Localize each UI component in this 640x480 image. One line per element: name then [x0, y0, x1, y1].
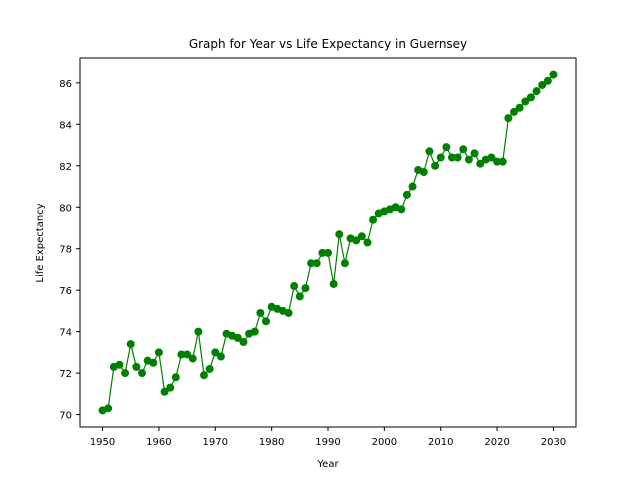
data-point [510, 107, 518, 116]
data-point [408, 182, 417, 191]
data-point [329, 279, 338, 288]
data-point [115, 360, 124, 369]
data-point [515, 103, 524, 112]
x-tick-label: 2010 [428, 437, 453, 448]
data-point [476, 159, 485, 168]
data-point [171, 373, 180, 382]
data-point [104, 404, 113, 413]
data-point [166, 383, 175, 392]
data-point [357, 232, 366, 241]
data-point [369, 215, 378, 224]
y-tick-label: 80 [59, 203, 72, 214]
x-tick-label: 1990 [315, 437, 340, 448]
data-point [402, 190, 411, 199]
y-tick-label: 82 [59, 162, 72, 173]
data-point [126, 340, 135, 349]
data-point [470, 149, 479, 158]
data-point [188, 354, 197, 363]
data-point [521, 97, 530, 106]
data-point [121, 369, 130, 378]
data-point [453, 153, 462, 162]
data-point [154, 348, 163, 357]
data-point [340, 259, 349, 268]
data-point [442, 143, 451, 152]
y-tick-label: 84 [59, 120, 72, 131]
data-point [132, 362, 141, 371]
x-tick-label: 1970 [203, 437, 228, 448]
y-tick-label: 72 [59, 369, 72, 380]
data-point [487, 153, 496, 162]
data-point [397, 205, 406, 214]
data-point [262, 317, 270, 326]
data-point [200, 371, 208, 380]
data-point [425, 147, 434, 156]
x-tick-label: 2020 [484, 437, 509, 448]
data-point [216, 352, 225, 361]
y-tick-label: 70 [59, 411, 72, 422]
y-tick-label: 78 [59, 245, 72, 256]
data-point [194, 327, 203, 336]
data-point [295, 292, 304, 301]
data-point [183, 350, 192, 359]
data-point [363, 238, 372, 247]
data-point [324, 248, 332, 257]
y-tick-label: 74 [59, 328, 72, 339]
data-point [493, 157, 502, 166]
data-point [318, 248, 327, 257]
data-point [504, 114, 513, 123]
x-axis-label: Year [316, 459, 339, 470]
y-axis-label: Life Expectancy [35, 203, 46, 282]
data-point [436, 153, 445, 162]
data-point [464, 155, 473, 164]
data-point [526, 93, 535, 102]
y-tick-label: 76 [59, 286, 72, 297]
data-point [160, 387, 169, 396]
data-point [205, 364, 214, 373]
data-point [250, 327, 259, 336]
x-tick-label: 1980 [259, 437, 284, 448]
data-point [233, 333, 242, 342]
data-point [498, 157, 507, 166]
x-tick-label: 1960 [146, 437, 171, 448]
data-point [301, 284, 310, 293]
data-point [532, 87, 541, 96]
axes: 1950 1960 1970 1980 1990 2000 2010 2020 2030 70 72… [59, 57, 577, 448]
y-tick-label: 86 [59, 79, 72, 90]
data-point [448, 153, 456, 162]
plot-area [98, 70, 558, 415]
data-point [149, 358, 158, 367]
data-point [419, 168, 428, 177]
data-point [239, 338, 248, 347]
data-point [307, 259, 316, 268]
x-tick-label: 2030 [541, 437, 566, 448]
data-point [431, 161, 440, 170]
data-point [284, 308, 293, 317]
data-point [459, 145, 468, 154]
data-point [312, 259, 321, 268]
chart-title: Graph for Year vs Life Expectancy in Gue… [189, 37, 467, 51]
data-point [538, 80, 547, 89]
x-tick-label: 1950 [90, 437, 115, 448]
data-point [138, 369, 146, 378]
data-point [211, 348, 220, 357]
data-point [335, 230, 344, 239]
data-point [549, 70, 558, 79]
data-point [543, 76, 552, 85]
x-tick-label: 2000 [372, 437, 397, 448]
data-point [352, 236, 361, 245]
data-point [177, 350, 186, 359]
data-point [256, 308, 265, 317]
data-point [290, 282, 299, 291]
